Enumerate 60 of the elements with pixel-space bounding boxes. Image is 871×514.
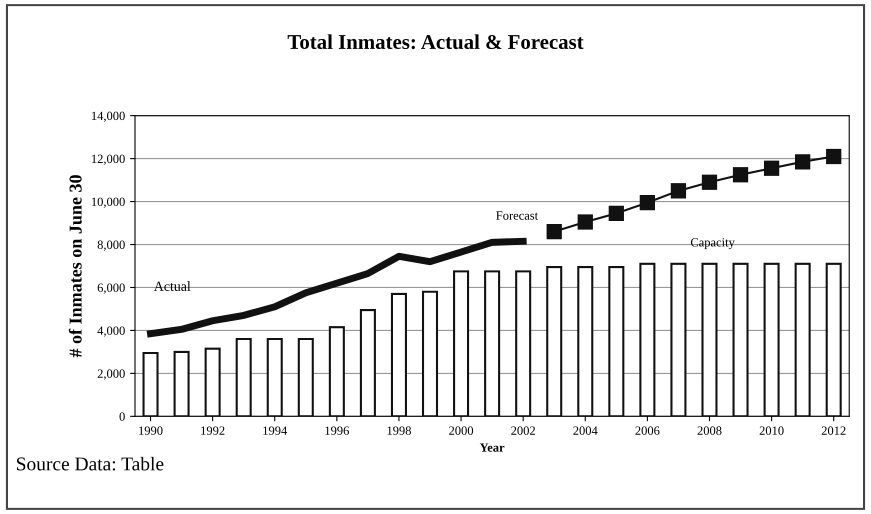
bar bbox=[515, 270, 532, 416]
bar bbox=[701, 262, 718, 416]
bar bbox=[390, 292, 407, 416]
x-tick-label: 1998 bbox=[388, 426, 411, 435]
x-tick-label: 2008 bbox=[698, 426, 722, 435]
point bbox=[546, 224, 562, 240]
y-tick-label: 12,000 bbox=[92, 154, 125, 165]
bar bbox=[732, 262, 749, 416]
text: Actual bbox=[154, 281, 190, 291]
y-tick-label: 10,000 bbox=[92, 198, 125, 208]
x-tick-label: 2004 bbox=[573, 426, 598, 435]
y-tick-label: 0 bbox=[120, 412, 125, 421]
series-label: Forecast bbox=[496, 211, 538, 220]
x-tick-label: 2006 bbox=[635, 426, 660, 435]
bar bbox=[794, 262, 811, 416]
x-tick-label: 2012 bbox=[822, 426, 846, 435]
bar bbox=[639, 262, 656, 416]
bar bbox=[142, 352, 159, 416]
bar bbox=[484, 270, 500, 416]
x-tick-label: 2000 bbox=[449, 426, 474, 435]
point bbox=[608, 206, 624, 222]
chart-title: Total Inmates: Actual & Forecast bbox=[288, 34, 584, 50]
x-tick-label: 1996 bbox=[325, 426, 349, 435]
bar bbox=[670, 262, 686, 416]
point bbox=[826, 148, 842, 164]
bar bbox=[608, 266, 624, 416]
bar bbox=[826, 262, 842, 416]
y-tick-label: 14,000 bbox=[92, 112, 125, 122]
series-label: Capacity bbox=[690, 238, 735, 250]
bar bbox=[360, 308, 376, 416]
bar bbox=[764, 262, 780, 416]
bar bbox=[174, 350, 190, 416]
bar bbox=[328, 326, 345, 416]
y-axis-title: # of Inmates on June 30 bbox=[68, 175, 82, 358]
bar bbox=[236, 338, 252, 416]
bar bbox=[298, 338, 314, 416]
x-tick-label: 2010 bbox=[760, 426, 784, 435]
point bbox=[578, 214, 593, 230]
bar bbox=[204, 348, 221, 416]
point bbox=[670, 183, 686, 198]
bar bbox=[577, 266, 594, 416]
bar bbox=[266, 338, 283, 416]
point bbox=[702, 174, 718, 190]
x-tick-label: 2002 bbox=[511, 426, 535, 435]
y-tick-label: 6,000 bbox=[98, 283, 125, 294]
x-tick-label: 1990 bbox=[139, 426, 163, 435]
point bbox=[640, 194, 656, 210]
y-tick-label: 8,000 bbox=[98, 240, 125, 251]
point bbox=[764, 160, 780, 176]
point bbox=[795, 154, 810, 170]
x-tick-label: 1994 bbox=[263, 426, 288, 435]
point bbox=[732, 167, 748, 182]
x-axis-title: Year bbox=[480, 443, 504, 452]
x-tick-label: 1992 bbox=[201, 426, 224, 435]
bar bbox=[453, 270, 470, 416]
bar bbox=[546, 266, 562, 416]
source-note: Source Data: Table bbox=[16, 456, 164, 471]
y-tick-label: 4,000 bbox=[97, 326, 125, 337]
y-tick-label: 2,000 bbox=[98, 369, 125, 380]
bar bbox=[422, 290, 438, 416]
